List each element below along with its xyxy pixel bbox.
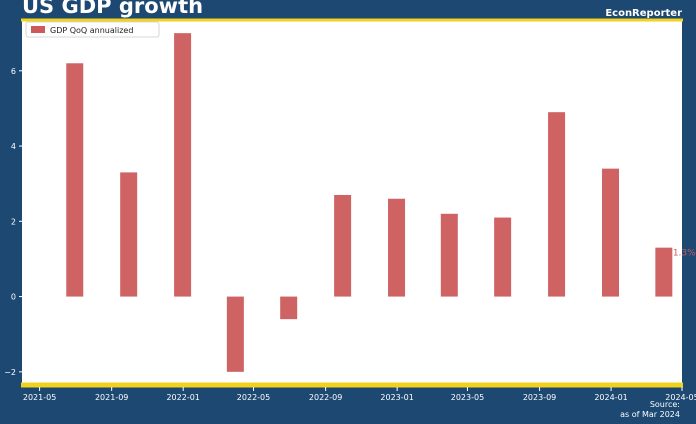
y-tick-label: 2 — [11, 217, 16, 226]
bar — [440, 213, 458, 297]
bar — [174, 33, 192, 297]
bar-annotation: 1.3% — [673, 249, 696, 259]
bar — [601, 168, 619, 297]
x-tick-label: 2023-01 — [380, 393, 413, 402]
x-tick-label: 2024-05 — [665, 393, 696, 402]
bar — [388, 198, 406, 297]
x-tick-label: 2023-09 — [523, 393, 556, 402]
bar — [548, 112, 566, 297]
y-tick-label: −2 — [4, 368, 16, 377]
x-tick-label: 2024-01 — [594, 393, 627, 402]
x-tick-label: 2021-09 — [95, 393, 128, 402]
source-note: Source: as of Mar 2024 — [620, 400, 680, 420]
y-tick-label: 0 — [11, 293, 16, 302]
x-tick-label: 2023-05 — [451, 393, 484, 402]
bar — [226, 296, 244, 372]
legend-box — [25, 21, 160, 38]
x-tick-label: 2022-09 — [309, 393, 342, 402]
chart-title: US GDP growth — [22, 0, 204, 18]
x-tick-label: 2021-05 — [23, 393, 56, 402]
bar — [120, 172, 138, 297]
bar — [334, 194, 352, 297]
legend-label: GDP QoQ annualized — [50, 26, 133, 35]
bar — [66, 63, 84, 297]
y-tick-label: 6 — [11, 67, 16, 76]
x-tick-label: 2022-01 — [166, 393, 199, 402]
x-tick-label: 2022-05 — [237, 393, 270, 402]
bar — [494, 217, 512, 297]
source-line-1: Source: — [649, 400, 680, 409]
bar — [655, 247, 673, 297]
brand-label: EconReporter — [605, 8, 682, 19]
bar — [280, 296, 298, 320]
source-line-2: as of Mar 2024 — [620, 410, 680, 419]
legend-swatch — [31, 26, 45, 33]
y-tick-label: 4 — [11, 142, 16, 151]
